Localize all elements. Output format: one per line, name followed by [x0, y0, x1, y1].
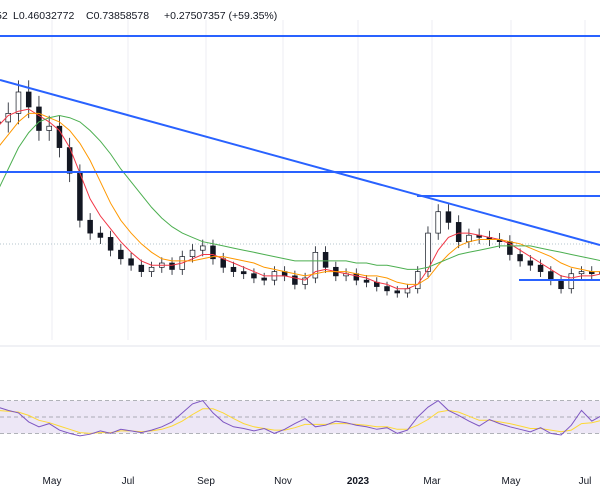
header-change: +0.27507357 (+59.35%)	[164, 10, 277, 22]
candle-body	[363, 279, 370, 283]
candle-body	[537, 264, 544, 272]
candle-body	[435, 211, 441, 234]
candle-body	[517, 254, 523, 262]
header-low: L0.46032772	[13, 10, 74, 22]
ma-red-line	[0, 108, 600, 290]
ma-orange-line	[0, 112, 600, 285]
candle-body	[36, 106, 42, 131]
rsi-line	[0, 399, 600, 437]
candle-body	[87, 219, 93, 234]
candle-body	[394, 290, 401, 294]
candle-body	[56, 125, 63, 148]
x-tick-label: Mar	[423, 476, 441, 487]
candle-body	[138, 264, 145, 272]
candle-body	[548, 271, 554, 281]
candle-body	[384, 286, 390, 292]
candle-body	[240, 271, 247, 275]
ohlc-header: 52 L0.46032772 C0.73858578 +0.27507357 (…	[0, 10, 277, 22]
candle-body	[25, 91, 32, 108]
candle-body	[466, 234, 472, 243]
candles	[0, 80, 600, 298]
candle-body	[128, 258, 134, 266]
candle-body	[312, 251, 319, 279]
x-tick-label: 2023	[347, 476, 370, 487]
candle-body	[210, 245, 216, 260]
x-tick-label: Sep	[197, 476, 215, 487]
candle-body	[425, 232, 431, 272]
candle-body	[558, 279, 564, 290]
time-axis: May Jul Sep Nov 2023 Mar May Jul	[43, 476, 592, 487]
price-pane	[0, 20, 600, 340]
candle-body	[455, 222, 462, 243]
moving-averages	[0, 108, 600, 290]
x-tick-label: May	[43, 476, 62, 487]
candle-body	[46, 125, 52, 131]
header-close: C0.73858578	[86, 10, 149, 22]
candle-body	[169, 262, 175, 270]
candle-body	[189, 249, 196, 257]
candle-body	[292, 275, 298, 285]
candle-body	[199, 245, 206, 251]
candle-body	[107, 237, 114, 251]
x-tick-label: Jul	[579, 476, 592, 487]
candle-body	[353, 273, 360, 281]
x-tick-label: May	[502, 476, 521, 487]
candle-body	[302, 277, 308, 285]
candle-body	[578, 271, 585, 275]
candle-body	[445, 211, 452, 223]
candle-body	[77, 172, 83, 221]
candle-body	[118, 249, 124, 260]
candle-body	[261, 277, 267, 281]
candle-body	[15, 91, 22, 114]
descending-trendline	[0, 79, 600, 246]
candle-body	[568, 273, 575, 290]
candle-body	[404, 288, 411, 294]
candle-body	[148, 266, 155, 272]
candle-body	[322, 251, 329, 268]
grid-layer	[0, 20, 600, 340]
candle-body	[97, 232, 104, 238]
candle-body	[251, 273, 257, 279]
candle-body	[230, 266, 237, 272]
x-tick-label: Jul	[122, 476, 135, 487]
rsi-pane	[0, 399, 600, 437]
rsi-signal-line	[0, 408, 600, 434]
ma-green-line	[0, 114, 600, 270]
candle-body	[220, 258, 226, 268]
header-fragment: 52	[0, 10, 8, 22]
candle-body	[527, 260, 534, 266]
rsi-band	[0, 400, 600, 434]
candle-body	[414, 271, 421, 290]
x-tick-label: Nov	[274, 476, 292, 487]
trendline-drawings	[0, 35, 600, 281]
